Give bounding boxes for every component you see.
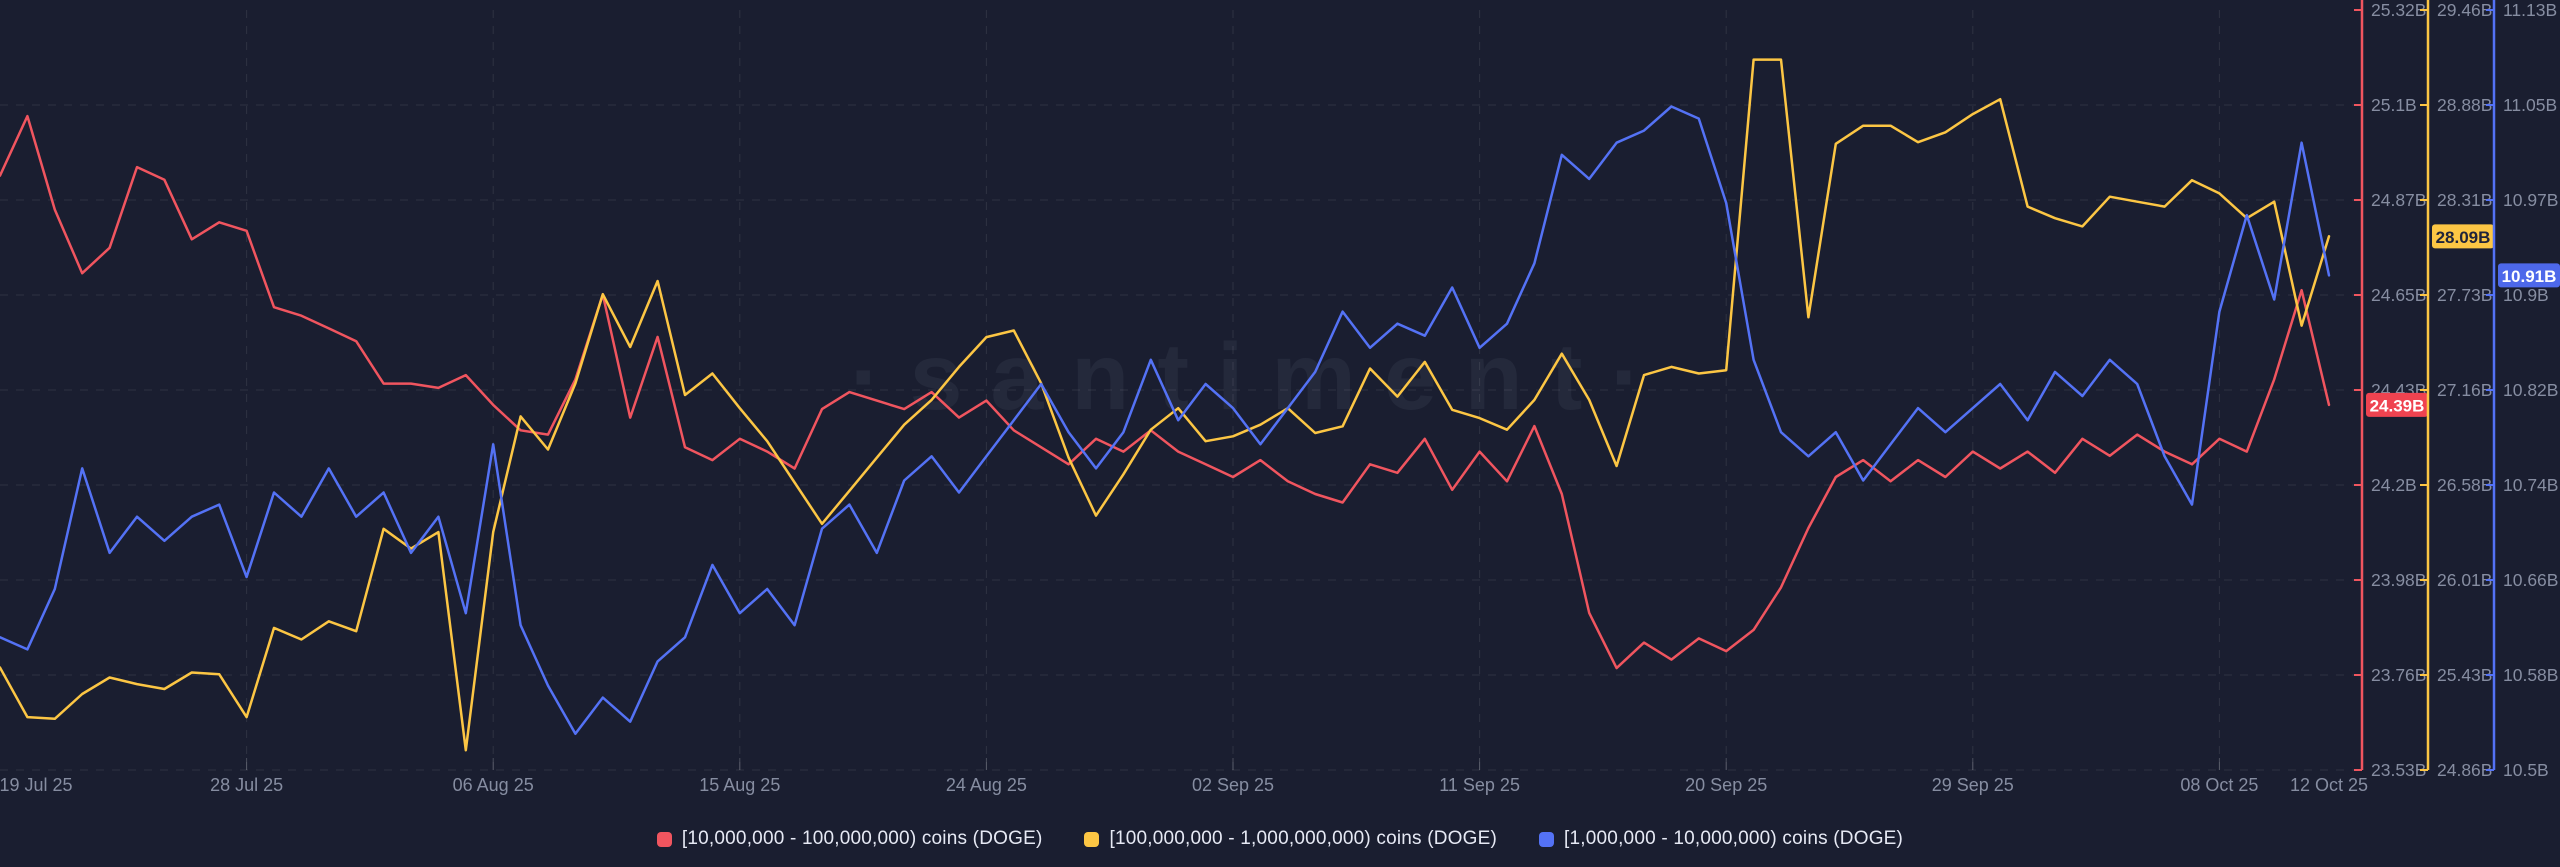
y-axis-tick-label: 25.1B [2371, 95, 2417, 115]
x-axis-tick-label: 28 Jul 25 [210, 775, 283, 795]
x-axis-tick-label: 06 Aug 25 [453, 775, 534, 795]
y-axis-tick-label: 27.73B [2437, 285, 2492, 305]
y-axis-doge-100m-1b: 29.46B 28.88B 28.31B 27.73B 27.16B 26.58B 26.0… [2420, 0, 2494, 780]
y-axis-tick-label: 11.05B [2503, 95, 2557, 115]
legend: [10,000,000 - 100,000,000) coins (DOGE) [… [0, 828, 2560, 850]
x-axis-tick-label: 02 Sep 25 [1192, 775, 1274, 795]
legend-swatch-icon [1539, 831, 1555, 847]
y-axis-tick-label: 23.76B [2371, 665, 2426, 685]
series-line-doge-1m-10m[interactable] [0, 105, 2331, 736]
legend-item-doge-1m-10m[interactable]: [1,000,000 - 10,000,000) coins (DOGE) [1539, 828, 1903, 850]
legend-label: [10,000,000 - 100,000,000) coins (DOGE) [681, 828, 1043, 849]
legend-label: [1,000,000 - 10,000,000) coins (DOGE) [1564, 828, 1904, 849]
x-axis-tick-label: 29 Sep 25 [1932, 775, 2014, 795]
y-axis-tick-label: 10.66B [2503, 570, 2558, 590]
legend-swatch-icon [1084, 831, 1100, 847]
x-axis: 19 Jul 25 28 Jul 25 06 Aug 25 15 Aug 25 24 A… [0, 775, 2368, 795]
y-axis-tick-label: 10.97B [2503, 190, 2558, 210]
y-axis-tick-label: 28.88B [2437, 95, 2492, 115]
x-axis-tick-label: 08 Oct 25 [2180, 775, 2258, 795]
y-axis-tick-label: 10.58B [2503, 665, 2558, 685]
y-axis-tick-label: 29.46B [2437, 0, 2492, 20]
x-axis-tick-label: 12 Oct 25 [2290, 775, 2368, 795]
y-axis-tick-label: 27.16B [2437, 380, 2492, 400]
y-axis-tick-label: 26.01B [2437, 570, 2492, 590]
y-axis-tick-label: 25.43B [2437, 665, 2492, 685]
y-axis-doge-10m-100m: 25.32B25.1B24.87B24.65B24.43B24.2B23.98B… [2354, 0, 2428, 780]
last-value-badge-doge-1m-10m: 10.91B [2498, 263, 2560, 288]
x-axis-tick-label: 20 Sep 25 [1685, 775, 1767, 795]
legend-label: [100,000,000 - 1,000,000,000) coins (DOG… [1109, 828, 1498, 849]
series-line-doge-10m-100m[interactable] [0, 114, 2331, 670]
y-axis-doge-1m-10m: 11.13B 11.05B 10.97B 10.9B 10.82B 10.74B 10.66… [2486, 0, 2560, 780]
legend-swatch-icon [656, 831, 672, 847]
x-axis-tick-label: 24 Aug 25 [946, 775, 1027, 795]
y-axis-tick-label: 11.13B [2503, 0, 2557, 20]
y-axis-tick-label: 23.53B [2371, 760, 2426, 780]
legend-item-doge-100m-1b[interactable]: [100,000,000 - 1,000,000,000) coins (DOG… [1084, 828, 1497, 850]
x-axis-tick-label: 11 Sep 25 [1439, 775, 1520, 795]
last-value-badge-doge-10m-100m: 24.39B [2366, 392, 2428, 417]
x-axis-tick-label: 19 Jul 25 [0, 775, 73, 795]
y-axis-tick-label: 10.74B [2503, 475, 2558, 495]
y-axis-tick-label: 26.58B [2437, 475, 2492, 495]
y-axis-tick-label: 24.65B [2371, 285, 2426, 305]
last-value-badge-doge-100m-1b: 28.09B [2432, 224, 2494, 249]
y-axis-tick-label: 10.82B [2503, 380, 2558, 400]
y-axis-tick-label: 10.5B [2503, 760, 2549, 780]
y-axis-tick-label: 24.2B [2371, 475, 2417, 495]
legend-item-doge-10m-100m[interactable]: [10,000,000 - 100,000,000) coins (DOGE) [656, 828, 1043, 850]
last-value-badge-label: 24.39B [2370, 396, 2425, 415]
last-value-badge-label: 28.09B [2436, 228, 2491, 247]
series-line-doge-100m-1b[interactable] [0, 58, 2331, 752]
y-axis-tick-label: 28.31B [2437, 190, 2492, 210]
x-axis-tick-label: 15 Aug 25 [699, 775, 780, 795]
y-axis-tick-label: 23.98B [2371, 570, 2426, 590]
y-axis-tick-label: 24.87B [2371, 190, 2426, 210]
gridlines [0, 10, 2359, 771]
y-axis-tick-label: 10.9B [2503, 285, 2549, 305]
y-axis-tick-label: 24.86B [2437, 760, 2492, 780]
last-value-badge-label: 10.91B [2502, 267, 2557, 286]
y-axis-tick-label: 25.32B [2371, 0, 2426, 20]
